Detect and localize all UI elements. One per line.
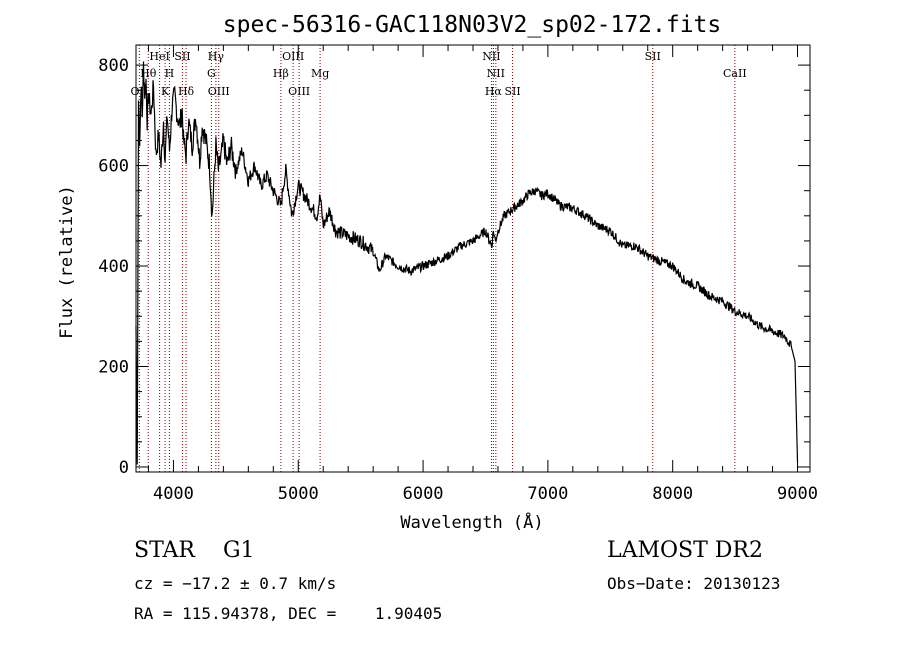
spectral-line-label-3: K [161,85,170,98]
spectral-line-label-5: SII [174,50,190,63]
redshift-label: cz = −17.2 ± 0.7 km/s [134,574,337,593]
chart-title: spec-56316-GAC118N03V2_sp02-172.fits [223,12,722,38]
axis-ticks: 4000 5000 6000 7000 8000 9000 0 200 400 600 800 [98,45,818,504]
spectral-line-label-6: Hδ [178,85,195,98]
y-axis-label: Flux (relative) [57,185,77,339]
survey-label: LAMOST DR2 [607,538,763,563]
spectral-line-label-18: SII [645,50,661,63]
spectral-line-label-11: OIII [282,50,304,63]
spectral-line-label-2: HeI [149,50,169,63]
spectral-line-label-10: Hβ [273,67,289,80]
x-tick-label-8000: 8000 [652,484,693,504]
spectral-line-label-17: SII [504,85,520,98]
spectral-line-label-13: Mg [311,67,329,80]
obs-date-label: Obs−Date: 20130123 [607,574,781,593]
coordinates-label: RA = 115.94378, DEC = 1.90405 [134,604,443,623]
x-tick-label-4000: 4000 [153,484,194,504]
y-tick-label-600: 600 [98,157,129,177]
x-tick-label-5000: 5000 [278,484,319,504]
spectral-line-label-4: H [165,67,175,80]
spectrum-line [135,61,799,465]
spectral-line-markers: OIIHθHeIKHSIIHδHγGOIIIHβOIIIOIIIMgNIINII… [131,45,747,472]
x-tick-label-7000: 7000 [527,484,568,504]
spectral-line-label-19: CaII [723,67,747,80]
spectral-line-label-9: OIII [208,85,230,98]
y-tick-label-0: 0 [119,458,129,478]
spectral-line-label-12: OIII [288,85,310,98]
x-axis-label: Wavelength (Å) [400,511,543,533]
spectral-line-label-16: Hα [485,85,503,98]
plot-frame [135,44,811,473]
spectral-line-label-7: Hγ [208,50,225,63]
y-tick-label-200: 200 [98,358,129,378]
x-tick-label-9000: 9000 [777,484,818,504]
spectral-line-label-14: NII [482,50,500,63]
y-tick-label-800: 800 [98,56,129,76]
spectral-line-label-0: OII [131,85,149,98]
spectral-line-label-8: G [207,67,216,80]
x-tick-label-6000: 6000 [403,484,444,504]
classification-label: STAR G1 [134,538,255,563]
spectral-line-label-15: NII [487,67,505,80]
y-tick-label-400: 400 [98,257,129,277]
